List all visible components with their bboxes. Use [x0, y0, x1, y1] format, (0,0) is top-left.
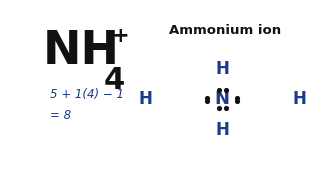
Text: 4: 4	[103, 66, 124, 95]
Text: H: H	[215, 60, 229, 78]
Point	[223, 107, 228, 110]
Text: Ammonium ion: Ammonium ion	[169, 24, 281, 37]
Point	[223, 89, 228, 92]
Point	[235, 99, 240, 102]
Text: H: H	[215, 121, 229, 139]
Point	[205, 99, 210, 102]
Point	[216, 107, 221, 110]
Text: NH: NH	[43, 28, 119, 73]
Text: +: +	[112, 26, 130, 46]
Point	[205, 96, 210, 99]
Text: H: H	[139, 90, 152, 108]
Text: H: H	[292, 90, 306, 108]
Text: N: N	[215, 90, 230, 108]
Point	[235, 96, 240, 99]
Text: 5 + 1(4) − 1: 5 + 1(4) − 1	[50, 88, 124, 101]
Text: = 8: = 8	[50, 109, 71, 122]
Point	[216, 89, 221, 92]
